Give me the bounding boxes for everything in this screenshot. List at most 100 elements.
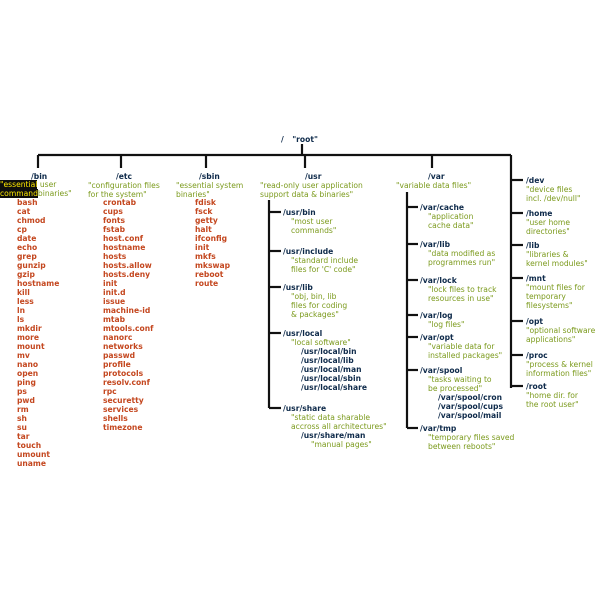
top-dir-desc: filesystems" xyxy=(526,301,573,310)
command-item: cat xyxy=(17,207,31,216)
command-item: mkswap xyxy=(195,261,231,270)
command-item: fdisk xyxy=(195,198,216,207)
command-item: mount xyxy=(17,342,45,351)
usr-child: /usr/bin "most user commands" xyxy=(283,208,336,235)
top-dir: /opt "optional software applications" xyxy=(526,317,595,344)
usr-child-dir: /usr/bin xyxy=(283,208,316,217)
command-item: chmod xyxy=(17,216,46,225)
config-file-item: machine-id xyxy=(103,306,151,315)
top-dir-desc: directories" xyxy=(526,227,570,236)
config-file-item: profile xyxy=(103,360,131,369)
var-child-desc: "application xyxy=(428,212,474,221)
var-child: /var/lib "data modified as programmes run" xyxy=(420,240,495,267)
config-file-item: nanorc xyxy=(103,333,133,342)
bin-dir: /bin xyxy=(31,172,48,181)
command-item: open xyxy=(17,369,39,378)
command-item: mv xyxy=(17,351,30,360)
var-child-desc: cache data" xyxy=(428,221,474,230)
top-dir-desc: "home dir. for xyxy=(526,391,579,400)
usr-child-subdir-desc: "manual pages" xyxy=(311,440,372,449)
top-dir-dir: /dev xyxy=(526,176,545,185)
usr-dir: /usr xyxy=(305,172,322,181)
usr-desc: "read-only user application support data … xyxy=(260,181,363,199)
sbin-desc: "essential system binaries" xyxy=(176,181,243,199)
usr-child-desc: accross all architectures" xyxy=(291,422,387,431)
sbin-desc-line: "essential system xyxy=(176,181,244,190)
config-file-item: passwd xyxy=(103,351,136,360)
top-dir-desc: "mount files for xyxy=(526,283,585,292)
command-item: umount xyxy=(17,450,50,459)
usr-child-subdir: /usr/local/bin xyxy=(301,347,357,356)
command-item: nano xyxy=(17,360,39,369)
usr-child-subdir: /usr/local/lib xyxy=(301,356,354,365)
bin-desc-highlight-2: command xyxy=(0,189,38,198)
config-file-item: shells xyxy=(103,414,128,423)
etc-dir: /etc xyxy=(116,172,133,181)
bin-desc-tail-2: binaries" xyxy=(37,189,72,198)
usr-child-desc: "local software" xyxy=(291,338,351,347)
top-dir: /home "user home directories" xyxy=(526,209,570,236)
command-item: gzip xyxy=(17,270,35,279)
bin-desc-line1: "essential user xyxy=(0,180,56,189)
top-dir-desc: "device files xyxy=(526,185,573,194)
top-dir-desc: "user home xyxy=(526,218,570,227)
top-dir-dir: /lib xyxy=(526,241,540,250)
command-item: uname xyxy=(17,459,46,468)
top-dir: /lib "libraries & kernel modules" xyxy=(526,241,588,268)
top-dir-dir: /root xyxy=(526,382,547,391)
usr-child-desc: "static data sharable xyxy=(291,413,371,422)
var-child: /var/spool "tasks waiting to be processed"… xyxy=(420,366,503,420)
top-dir: /mnt "mount files for temporary filesystems… xyxy=(526,274,585,310)
usr-child-desc: "standard include xyxy=(291,256,359,265)
var-desc-line: "variable data files" xyxy=(396,181,472,190)
command-item: ls xyxy=(17,315,25,324)
config-file-item: hosts.deny xyxy=(103,270,151,279)
command-item: kill xyxy=(17,288,30,297)
usr-child-dir: /usr/local xyxy=(283,329,323,338)
root-slash: / xyxy=(281,135,284,144)
config-file-item: init.d xyxy=(103,288,126,297)
config-file-item: fonts xyxy=(103,216,126,225)
config-file-item: mtools.conf xyxy=(103,324,154,333)
top-dir-desc: the root user" xyxy=(526,400,579,409)
top-dir-dir: /proc xyxy=(526,351,548,360)
var-child: /var/opt "variable data for installed pack… xyxy=(420,333,502,360)
top-dir: /proc "process & kernel information files" xyxy=(526,351,593,378)
command-item: sh xyxy=(17,414,27,423)
top-dir: /root "home dir. for the root user" xyxy=(526,382,579,409)
top-dir-desc: kernel modules" xyxy=(526,259,588,268)
config-file-item: securetty xyxy=(103,396,144,405)
command-item: route xyxy=(195,279,219,288)
etc-desc-line: for the system" xyxy=(88,190,147,199)
top-dir-dir: /opt xyxy=(526,317,544,326)
var-child-desc: "temporary files saved xyxy=(428,433,515,442)
usr-child-subdir: /usr/local/man xyxy=(301,365,362,374)
var-child-desc: "tasks waiting to xyxy=(428,375,492,384)
var-child-desc: "data modified as xyxy=(428,249,496,258)
config-file-item: networks xyxy=(103,342,143,351)
etc-files-list: crontab cups fonts fstab host.conf hostname ho… xyxy=(103,198,153,432)
sbin-desc-line: binaries" xyxy=(176,190,210,199)
var-child-dir: /var/lock xyxy=(420,276,457,285)
top-dir-desc: "optional software xyxy=(526,326,596,335)
command-item: touch xyxy=(17,441,42,450)
top-dir: /dev "device files incl. /dev/null" xyxy=(526,176,580,203)
etc-desc: "configuration files for the system" xyxy=(88,181,160,199)
command-item: init xyxy=(195,243,210,252)
top-dir-desc: incl. /dev/null" xyxy=(526,194,581,203)
var-dir: /var xyxy=(428,172,445,181)
var-child-desc: installed packages" xyxy=(428,351,503,360)
config-file-item: rpc xyxy=(103,387,117,396)
command-item: more xyxy=(17,333,40,342)
usr-child-dir: /usr/lib xyxy=(283,283,313,292)
var-child: /var/log "log files" xyxy=(420,311,465,329)
command-item: mkfs xyxy=(195,252,216,261)
command-item: getty xyxy=(195,216,218,225)
usr-child-desc: files for coding xyxy=(291,301,348,310)
config-file-item: init xyxy=(103,279,118,288)
var-child-desc: between reboots" xyxy=(428,442,496,451)
command-item: echo xyxy=(17,243,38,252)
config-file-item: hostname xyxy=(103,243,146,252)
var-child-subdir: /var/spool/cups xyxy=(438,402,503,411)
command-item: cp xyxy=(17,225,27,234)
